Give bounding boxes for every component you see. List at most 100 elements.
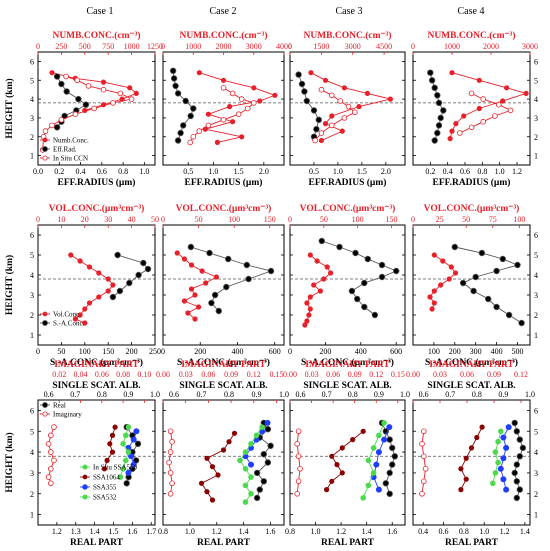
data-point [516, 453, 523, 460]
data-point [518, 319, 525, 327]
data-point [446, 276, 452, 282]
top-tick-label: 0.12 [247, 370, 261, 379]
x-tick-label: 1.6 [387, 527, 397, 536]
data-point [264, 459, 272, 466]
data-point [381, 436, 388, 443]
data-point [318, 137, 324, 144]
data-point [364, 90, 370, 97]
ssa-tick-label: 0.7 [197, 390, 207, 399]
data-point [516, 436, 523, 443]
data-point [389, 444, 396, 452]
data-point [104, 457, 110, 463]
x-tick-label: 0.5 [183, 167, 193, 176]
data-point [51, 457, 57, 464]
series-vol-conc- [427, 252, 459, 312]
bottom-axis-label: S.-A.CONC.(µm²cm⁻³) [425, 357, 518, 368]
y-tick-label: 2 [534, 133, 538, 142]
data-point [313, 125, 320, 133]
ssa-tick-label: 1.0 [279, 390, 289, 399]
data-point [458, 486, 464, 493]
top-tick-label: 25 [436, 215, 444, 224]
panel-r3-c4: 1 2 3 4 5 6 0.4 0.6 0.8 1.0 1.2 1.4 0.00 0.03 0.06 0.09… [406, 360, 538, 548]
y-tick-label: 2 [30, 490, 34, 499]
data-point [260, 478, 267, 485]
case-title-4: Case 4 [458, 6, 485, 17]
data-point [370, 470, 377, 476]
data-point [324, 264, 330, 270]
data-point [120, 465, 126, 472]
data-point [72, 111, 79, 117]
x-tick-label: 2.0 [381, 167, 391, 176]
top-tick-label: 3000 [522, 42, 538, 51]
series-line [51, 72, 138, 111]
y-tick-label: 4 [30, 271, 34, 280]
data-point [211, 291, 219, 299]
data-point [479, 424, 485, 430]
data-point [58, 117, 65, 123]
top-axis-label: VOL.CONC.(µm³cm⁻³) [176, 203, 272, 214]
data-point [253, 469, 261, 477]
series-line [296, 431, 301, 494]
top-axis-label: VOL.CONC.(µm³cm⁻³) [424, 203, 520, 214]
data-point [500, 98, 506, 104]
ssa-tick-label: 0.8 [97, 390, 107, 399]
data-point [470, 287, 477, 295]
data-point [480, 96, 487, 102]
bottom-axis-label: REAL PART [445, 538, 499, 548]
bottom-axis-label: REAL PART [321, 538, 375, 548]
top-tick-label: 100 [228, 215, 240, 224]
series-vol-conc- [68, 252, 116, 326]
plot-frame [37, 224, 156, 346]
x-tick-label: 50 [57, 347, 65, 356]
data-point [456, 130, 463, 136]
data-point [188, 286, 195, 292]
data-point [213, 274, 219, 280]
y-tick-label: 4 [534, 271, 538, 280]
data-point [190, 134, 197, 140]
top-tick-label: 150 [385, 215, 397, 224]
top-tick-label: 1500 [313, 42, 329, 51]
data-point [476, 77, 482, 83]
data-point [167, 490, 174, 497]
data-point [297, 465, 303, 472]
data-point [125, 424, 132, 430]
data-point [192, 316, 198, 322]
top-axis-label: VOL.CONC.(µm³cm⁻³) [300, 203, 396, 214]
top-tick-label: 1000 [185, 42, 201, 51]
legend: Vol.Conc.S.-A.Conc. [40, 311, 85, 328]
data-point [356, 104, 362, 110]
data-point [373, 461, 380, 468]
y-tick-label: 1 [30, 511, 34, 520]
data-point [307, 306, 313, 312]
data-point [422, 465, 429, 472]
top-tick-label: 0.00 [283, 370, 297, 379]
data-point [257, 98, 263, 104]
y-tick-label: 5 [30, 251, 34, 260]
data-point [428, 77, 436, 84]
data-point [58, 80, 65, 88]
top-tick-label: 1000 [444, 42, 460, 51]
data-point [199, 268, 205, 274]
data-point [242, 449, 249, 455]
data-point [328, 92, 335, 99]
x-tick-label: 0.4 [418, 527, 428, 536]
series-line [199, 72, 277, 143]
data-point [227, 104, 233, 110]
data-point [205, 111, 211, 117]
y-tick-label: 2 [534, 311, 538, 320]
series-eff-rad- [169, 67, 197, 144]
data-point [110, 100, 116, 106]
top-tick-label: 30 [104, 215, 112, 224]
y-tick-label: 6 [534, 406, 538, 415]
data-point [393, 267, 400, 275]
data-point [82, 320, 88, 326]
data-point [493, 303, 500, 311]
data-point [231, 430, 238, 436]
data-point [53, 124, 61, 131]
top-axis-label: IMAGINARY PART [54, 360, 139, 370]
plot-frame [37, 399, 156, 526]
y-tick-label: 4 [30, 448, 34, 457]
